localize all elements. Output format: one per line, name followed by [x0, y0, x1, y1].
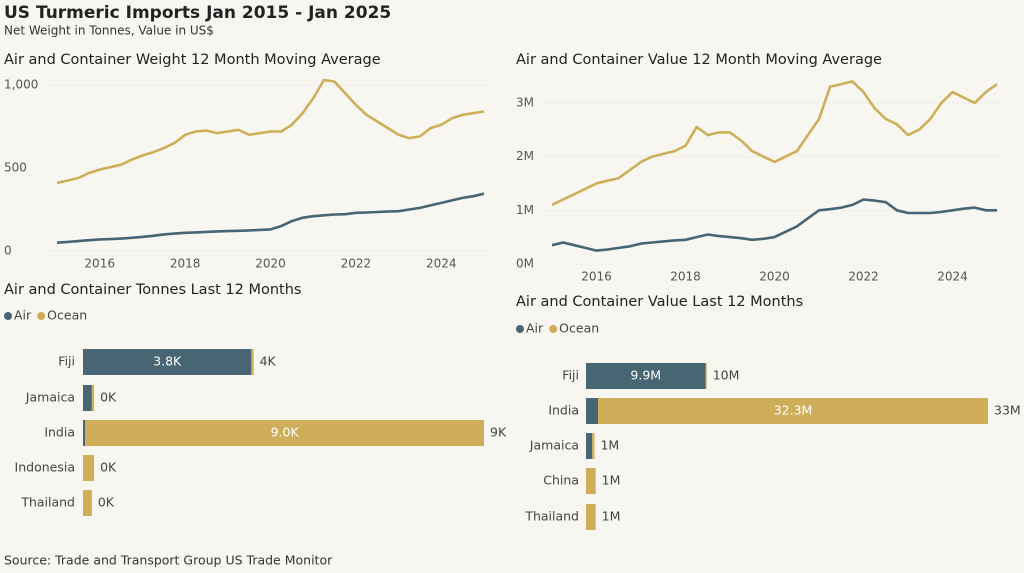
bar-segment: [586, 468, 596, 494]
bar-segment: [83, 455, 95, 481]
legend-swatch: [37, 312, 46, 320]
series-line: [551, 80, 998, 207]
bar-total-label: 9K: [490, 425, 507, 440]
bar-segment: [83, 385, 92, 411]
bar-total-label: 0K: [100, 390, 117, 405]
bar-value-label: 32.3M: [774, 403, 813, 418]
category-label: Fiji: [562, 368, 579, 383]
bar-total-label: 1M: [602, 473, 621, 488]
bar-segment: [586, 363, 706, 389]
legend-label: Ocean: [47, 308, 87, 323]
series-line: [56, 192, 485, 244]
bar-total-label: 33M: [994, 403, 1021, 418]
bar-segment: [598, 398, 988, 424]
bar-segment: [91, 385, 95, 411]
source: Source: Trade and Transport Group US Tra…: [4, 553, 333, 568]
y-tick-label: 1M: [516, 203, 534, 217]
y-tick-label: 1,000: [4, 77, 38, 91]
x-tick-label: 2016: [581, 270, 612, 284]
x-tick-label: 2024: [937, 270, 968, 284]
bar-segment: [586, 433, 593, 459]
y-tick-label: 2M: [516, 149, 534, 163]
series-line: [551, 198, 997, 252]
bar-segment: [83, 420, 86, 446]
category-label: India: [548, 403, 579, 418]
x-tick-label: 2020: [255, 257, 286, 271]
y-tick-label: 3M: [516, 95, 534, 109]
bar-segment: [586, 398, 599, 424]
legend-swatch: [516, 325, 524, 333]
page-title: US Turmeric Imports Jan 2015 - Jan 2025: [4, 3, 391, 23]
category-label: Fiji: [58, 354, 75, 369]
chart-title: Air and Container Value 12 Month Moving …: [516, 52, 882, 68]
x-tick-label: 2022: [848, 270, 879, 284]
category-label: Jamaica: [25, 390, 75, 405]
bar-total-label: 1M: [602, 509, 621, 524]
legend-label: Ocean: [559, 321, 599, 336]
y-tick-label: 500: [4, 161, 27, 175]
bar-segment: [705, 363, 707, 389]
bar-value-label: 9.9M: [630, 368, 661, 383]
series-line: [56, 78, 485, 185]
bar-value-label: 3.8K: [153, 354, 182, 369]
chart-title: Air and Container Value Last 12 Months: [516, 294, 803, 310]
legend-swatch: [4, 312, 12, 320]
legend-label: Air: [526, 321, 544, 336]
bar-total-label: 10M: [713, 368, 740, 383]
category-label: Jamaica: [529, 438, 579, 453]
bar-value-label: 9.0K: [271, 425, 300, 440]
bar-total-label: 1M: [600, 438, 619, 453]
bar-segment: [251, 349, 254, 375]
bar-total-label: 0K: [100, 460, 117, 475]
bar-segment: [592, 433, 595, 459]
bar-segment: [83, 490, 92, 516]
category-label: China: [543, 473, 579, 488]
category-label: Thailand: [20, 495, 75, 510]
chart-title: Air and Container Tonnes Last 12 Months: [4, 282, 301, 298]
bar-segment: [586, 504, 596, 530]
x-tick-label: 2018: [170, 257, 201, 271]
y-tick-label: 0M: [516, 257, 534, 271]
x-tick-label: 2016: [84, 257, 115, 271]
x-tick-label: 2024: [426, 257, 457, 271]
x-tick-label: 2022: [341, 257, 372, 271]
legend-label: Air: [14, 308, 32, 323]
page-subtitle: Net Weight in Tonnes, Value in US$: [4, 24, 214, 38]
category-label: India: [44, 425, 75, 440]
category-label: Thailand: [524, 509, 579, 524]
bar-total-label: 4K: [260, 354, 277, 369]
category-label: Indonesia: [15, 460, 75, 475]
chart-title: Air and Container Weight 12 Month Moving…: [4, 52, 381, 68]
x-tick-label: 2020: [759, 270, 790, 284]
bar-segment: [85, 420, 485, 446]
bar-total-label: 0K: [98, 495, 115, 510]
bar-segment: [83, 349, 252, 375]
y-tick-label: 0: [4, 244, 12, 258]
x-tick-label: 2018: [670, 270, 701, 284]
legend-swatch: [549, 325, 558, 333]
